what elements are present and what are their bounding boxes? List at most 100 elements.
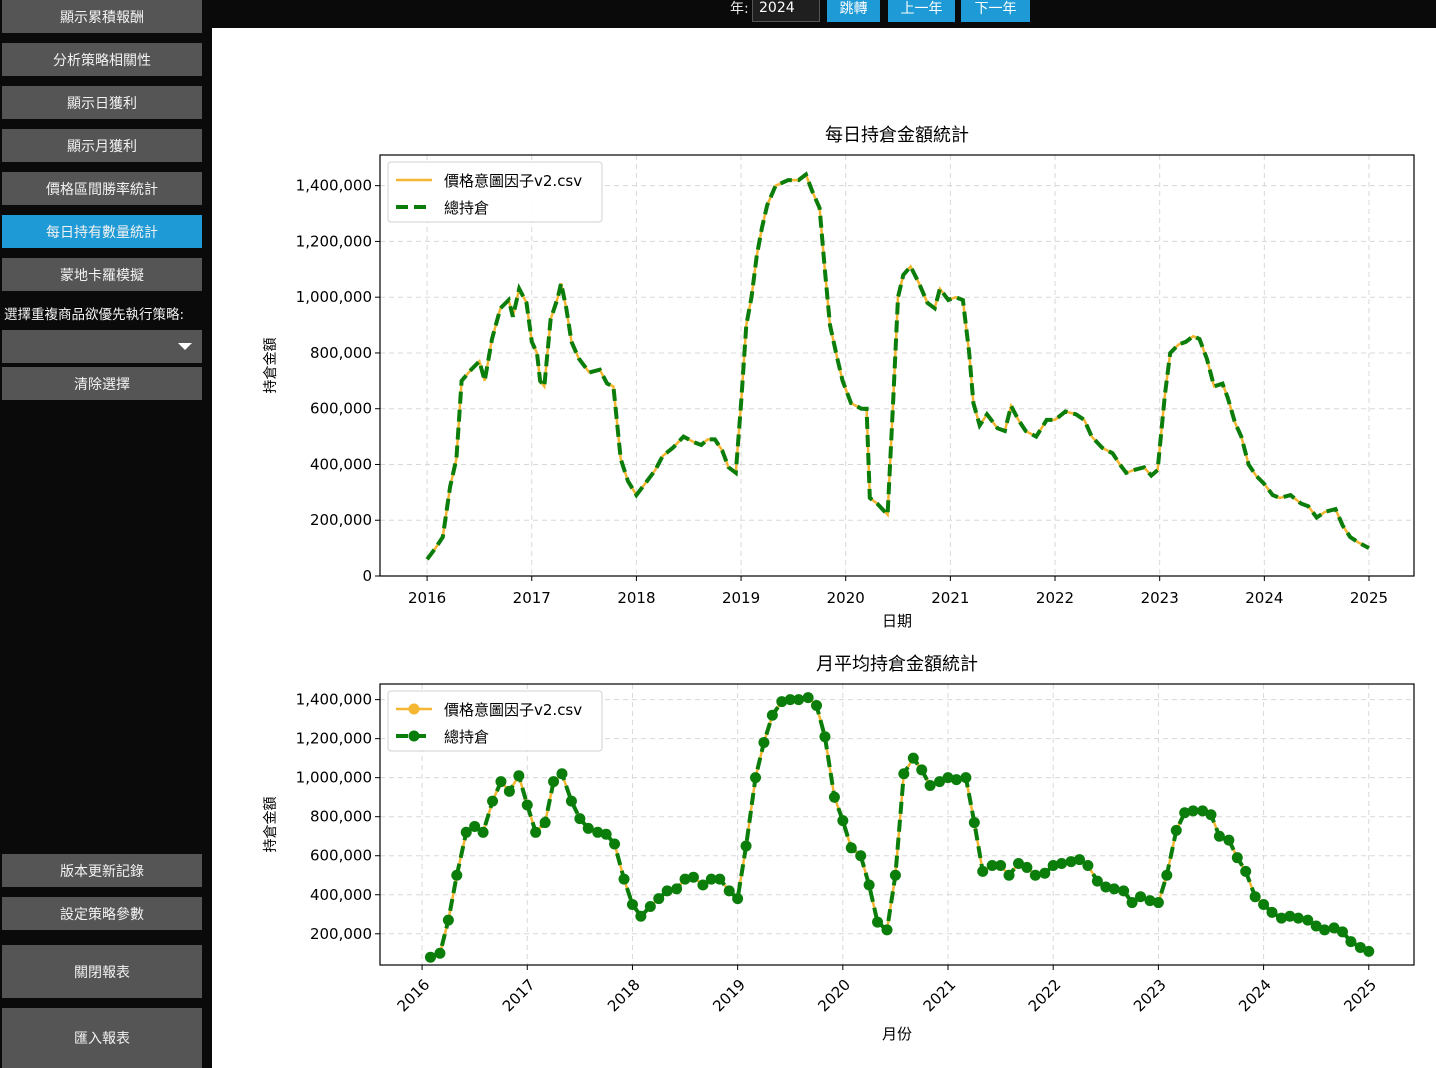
series-total-point (750, 772, 762, 784)
legend-strategy-marker (408, 703, 420, 715)
x-tick-label: 2019 (709, 976, 749, 1016)
x-tick-label: 2018 (617, 589, 655, 607)
series-total-point (942, 772, 954, 784)
series-total-point (513, 770, 525, 782)
show-daily-profit-button[interactable]: 顯示日獲利 (2, 86, 202, 119)
y-tick-label: 200,000 (310, 511, 372, 529)
show-cumulative-return-button[interactable]: 顯示累積報酬 (2, 0, 202, 33)
x-tick-label: 2018 (604, 976, 644, 1016)
show-monthly-profit-button[interactable]: 顯示月獲利 (2, 129, 202, 162)
chart-title: 月平均持倉金額統計 (816, 654, 978, 675)
x-tick-label: 2020 (827, 589, 865, 607)
close-report-button[interactable]: 關閉報表 (2, 945, 202, 998)
legend-box (387, 161, 603, 223)
series-total-point (1152, 897, 1164, 909)
legend-box (387, 690, 603, 752)
series-total-point (1056, 858, 1068, 870)
series-total-point (907, 752, 919, 764)
jump-button[interactable]: 跳轉 (827, 0, 880, 22)
series-total-line (425, 171, 1370, 561)
series-total-point (968, 817, 980, 829)
year-input[interactable] (752, 0, 820, 22)
series-total-point (986, 859, 998, 871)
y-tick-label: 400,000 (310, 886, 372, 904)
series-total-point (1197, 805, 1209, 817)
series-total-point (1091, 875, 1103, 887)
series-total-point (705, 873, 717, 885)
daily-holding-stats-button[interactable]: 每日持有數量統計 (2, 215, 202, 248)
series-total-point (1213, 830, 1225, 842)
x-axis-label: 月份 (882, 1025, 912, 1043)
series-total-point (1003, 869, 1015, 881)
y-axis-label: 持倉金額 (263, 797, 279, 853)
series-total-point (565, 795, 577, 807)
series-total-point (1205, 809, 1217, 821)
series-total-point (740, 840, 752, 852)
x-tick-label: 2024 (1245, 589, 1283, 607)
series-total-point (653, 893, 665, 905)
series-total-point (819, 731, 831, 743)
y-tick-label: 1,400,000 (296, 177, 372, 195)
series-total-point (1108, 883, 1120, 895)
x-tick-label: 2016 (408, 589, 446, 607)
monte-carlo-button[interactable]: 蒙地卡羅模擬 (2, 258, 202, 291)
series-total-point (434, 947, 446, 959)
x-axis-label: 日期 (882, 612, 912, 630)
series-total-point (1292, 912, 1304, 924)
series-total-point (635, 910, 647, 922)
series-total-point (687, 871, 699, 883)
version-log-button[interactable]: 版本更新記錄 (2, 854, 202, 887)
series-total-point (811, 699, 823, 711)
series-total-point (1082, 859, 1094, 871)
series-total-point (776, 696, 788, 708)
series-total-point (460, 826, 472, 838)
series-total-point (1029, 869, 1041, 881)
prev-year-button[interactable]: 上一年 (888, 0, 955, 22)
series-total-point (995, 859, 1007, 871)
series-total-point (1275, 912, 1287, 924)
series-total-point (732, 893, 744, 905)
year-label: 年: (730, 1, 749, 17)
x-tick-label: 2023 (1130, 976, 1170, 1016)
strategy-params-button[interactable]: 設定策略參數 (2, 897, 202, 930)
price-range-winrate-button[interactable]: 價格區間勝率統計 (2, 172, 202, 205)
analyze-correlation-button[interactable]: 分析策略相關性 (2, 43, 202, 76)
legend-total-label: 總持倉 (444, 199, 489, 217)
strategy-priority-label: 選擇重複商品欲優先執行策略: (4, 307, 185, 323)
series-total-point (487, 795, 499, 807)
clear-selection-button[interactable]: 清除選擇 (2, 367, 202, 400)
series-total-point (1100, 881, 1112, 893)
x-tick-label: 2024 (1235, 976, 1275, 1016)
next-year-button[interactable]: 下一年 (961, 0, 1030, 22)
strategy-priority-select[interactable] (2, 330, 202, 363)
x-tick-label: 2023 (1141, 589, 1179, 607)
series-total-point (950, 774, 962, 786)
legend-total-label: 總持倉 (444, 728, 489, 746)
x-tick-label: 2017 (513, 589, 551, 607)
x-tick-label: 2025 (1350, 589, 1388, 607)
import-report-button[interactable]: 匯入報表 (2, 1008, 202, 1068)
series-total-point (758, 737, 770, 749)
series-total-point (793, 694, 805, 706)
x-tick-label: 2021 (931, 589, 969, 607)
series-total-point (1223, 834, 1235, 846)
series-total-point (863, 879, 875, 891)
series-total-point (1258, 899, 1270, 911)
series-total-point (424, 951, 436, 963)
series-total-point (1021, 861, 1033, 873)
series-total-point (451, 869, 463, 881)
series-total-point (1065, 856, 1077, 868)
y-tick-label: 1,000,000 (296, 288, 372, 306)
chart-title: 每日持倉金額統計 (825, 125, 969, 146)
series-total-point (600, 828, 612, 840)
series-total-point (469, 820, 481, 832)
series-total-point (661, 885, 673, 897)
series-total-point (1074, 854, 1086, 866)
series-total-point (934, 776, 946, 788)
series-total-point (916, 764, 928, 776)
x-tick-label: 2022 (1036, 589, 1074, 607)
series-total-point (802, 692, 814, 704)
series-total-point (898, 768, 910, 780)
series-total-point (889, 869, 901, 881)
